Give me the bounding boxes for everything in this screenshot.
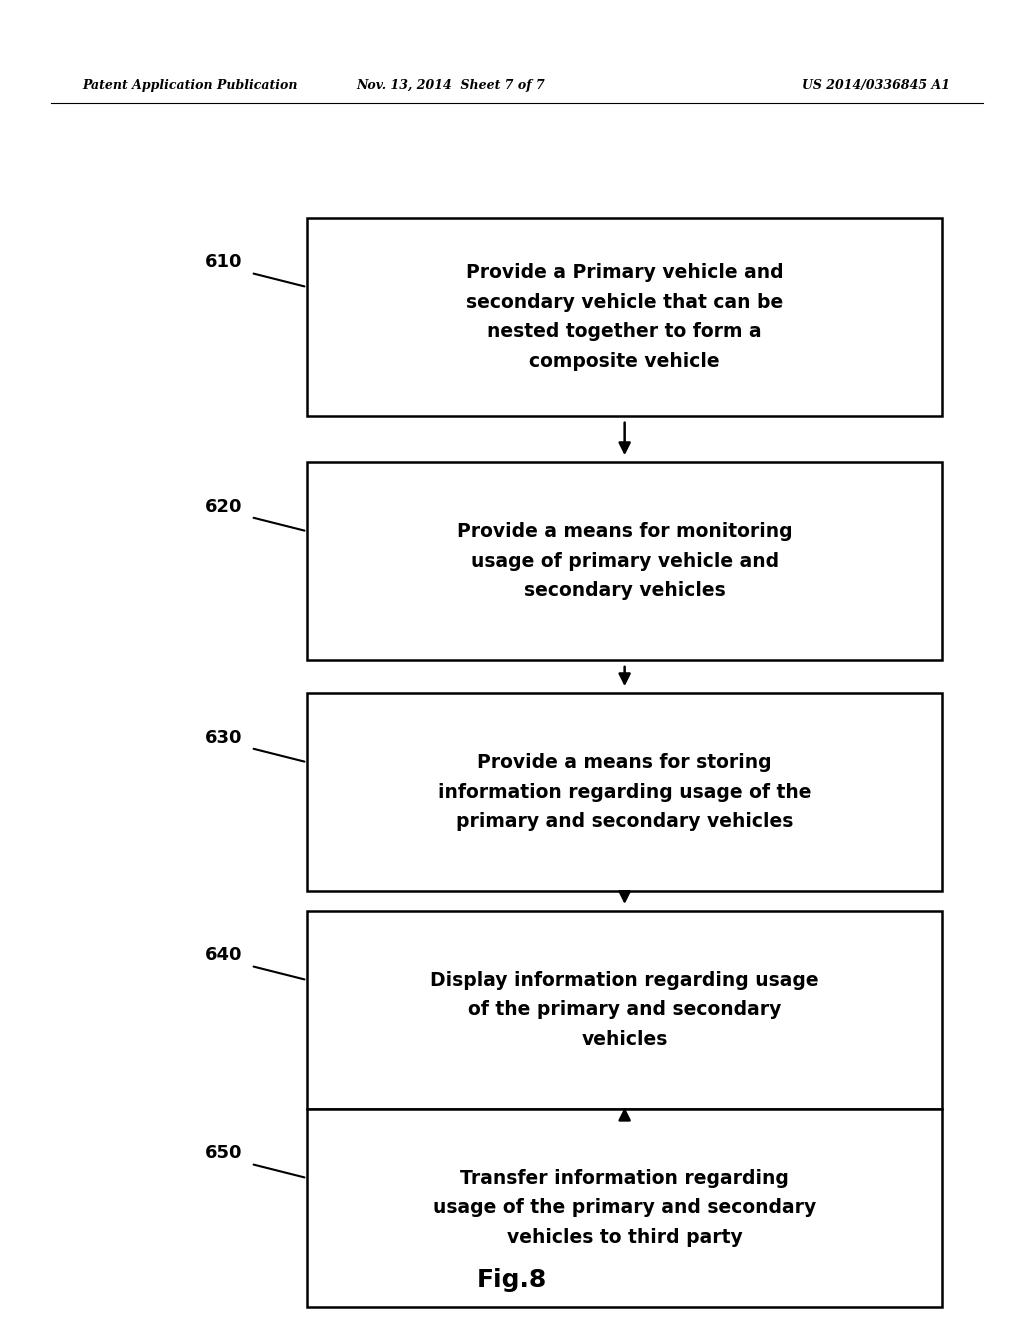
Bar bbox=[307, 693, 942, 891]
Text: Transfer information regarding
usage of the primary and secondary
vehicles to th: Transfer information regarding usage of … bbox=[433, 1168, 816, 1247]
Text: Fig.8: Fig.8 bbox=[477, 1269, 547, 1292]
Text: Display information regarding usage
of the primary and secondary
vehicles: Display information regarding usage of t… bbox=[430, 970, 819, 1049]
Text: Patent Application Publication: Patent Application Publication bbox=[82, 79, 297, 92]
Text: 610: 610 bbox=[205, 253, 243, 272]
Text: Provide a means for monitoring
usage of primary vehicle and
secondary vehicles: Provide a means for monitoring usage of … bbox=[457, 521, 793, 601]
Bar bbox=[307, 1109, 942, 1307]
Text: 630: 630 bbox=[205, 729, 243, 747]
Bar bbox=[307, 911, 942, 1109]
Text: 640: 640 bbox=[205, 946, 243, 965]
Bar bbox=[307, 462, 942, 660]
Text: Nov. 13, 2014  Sheet 7 of 7: Nov. 13, 2014 Sheet 7 of 7 bbox=[356, 79, 545, 92]
Text: Provide a Primary vehicle and
secondary vehicle that can be
nested together to f: Provide a Primary vehicle and secondary … bbox=[466, 263, 783, 371]
Text: 620: 620 bbox=[205, 498, 243, 516]
Bar bbox=[307, 218, 942, 416]
Text: Provide a means for storing
information regarding usage of the
primary and secon: Provide a means for storing information … bbox=[438, 752, 811, 832]
Text: 650: 650 bbox=[205, 1144, 243, 1163]
Text: US 2014/0336845 A1: US 2014/0336845 A1 bbox=[802, 79, 949, 92]
